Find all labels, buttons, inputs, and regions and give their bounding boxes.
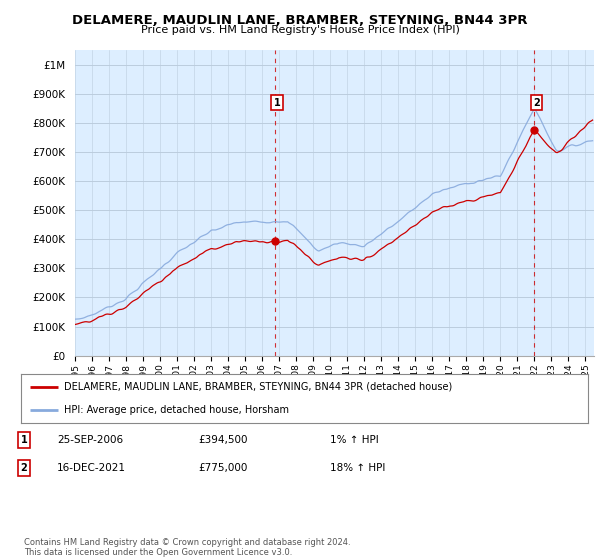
Text: DELAMERE, MAUDLIN LANE, BRAMBER, STEYNING, BN44 3PR (detached house): DELAMERE, MAUDLIN LANE, BRAMBER, STEYNIN…: [64, 382, 452, 392]
Text: 18% ↑ HPI: 18% ↑ HPI: [330, 463, 385, 473]
Text: 25-SEP-2006: 25-SEP-2006: [57, 435, 123, 445]
Text: 2: 2: [533, 97, 539, 108]
Text: HPI: Average price, detached house, Horsham: HPI: Average price, detached house, Hors…: [64, 405, 289, 416]
Text: 1: 1: [20, 435, 28, 445]
Text: £394,500: £394,500: [198, 435, 248, 445]
Text: Price paid vs. HM Land Registry's House Price Index (HPI): Price paid vs. HM Land Registry's House …: [140, 25, 460, 35]
Text: £775,000: £775,000: [198, 463, 247, 473]
Text: Contains HM Land Registry data © Crown copyright and database right 2024.
This d: Contains HM Land Registry data © Crown c…: [24, 538, 350, 557]
Text: DELAMERE, MAUDLIN LANE, BRAMBER, STEYNING, BN44 3PR: DELAMERE, MAUDLIN LANE, BRAMBER, STEYNIN…: [72, 14, 528, 27]
Text: 2: 2: [20, 463, 28, 473]
Text: 16-DEC-2021: 16-DEC-2021: [57, 463, 126, 473]
Text: 1: 1: [274, 97, 281, 108]
Text: 1% ↑ HPI: 1% ↑ HPI: [330, 435, 379, 445]
